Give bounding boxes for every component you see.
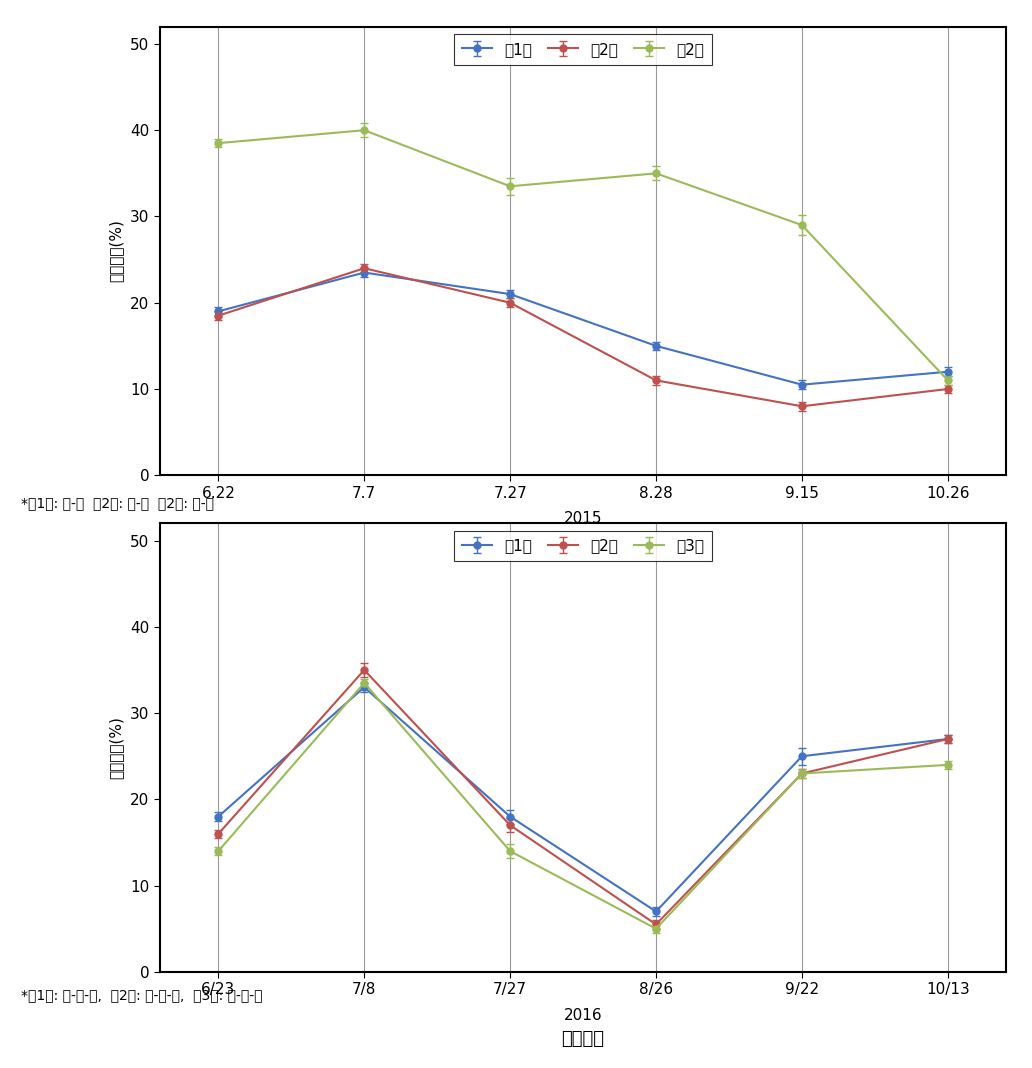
Text: 2016: 2016: [563, 1008, 603, 1023]
Legend: 밝1년, 밝2년, 뇼2년: 밝1년, 밝2년, 뇼2년: [454, 34, 712, 65]
Legend: 밝1년, 밝2년, 밝3년: 밝1년, 밝2년, 밝3년: [454, 531, 712, 562]
Text: 생육시기: 생육시기: [561, 534, 605, 551]
Text: 생육시기: 생육시기: [561, 1031, 605, 1048]
Text: *밝1년: 뇼-밝  밝2년: 밝-밝  뇼2년: 뇼-뇼: *밝1년: 뇼-밝 밝2년: 밝-밝 뇼2년: 뇼-뇼: [21, 497, 214, 511]
Text: 2015: 2015: [563, 512, 603, 527]
Text: *밝1년: 뇼-뇼-밝,  밝2년: 뇼-밝-밝,  밝3년: 밝-밝-밝: *밝1년: 뇼-뇼-밝, 밝2년: 뇼-밝-밝, 밝3년: 밝-밝-밝: [21, 988, 262, 1002]
Y-axis label: 토양수분(%): 토양수분(%): [108, 220, 123, 282]
Y-axis label: 토양수분(%): 토양수분(%): [108, 717, 123, 779]
